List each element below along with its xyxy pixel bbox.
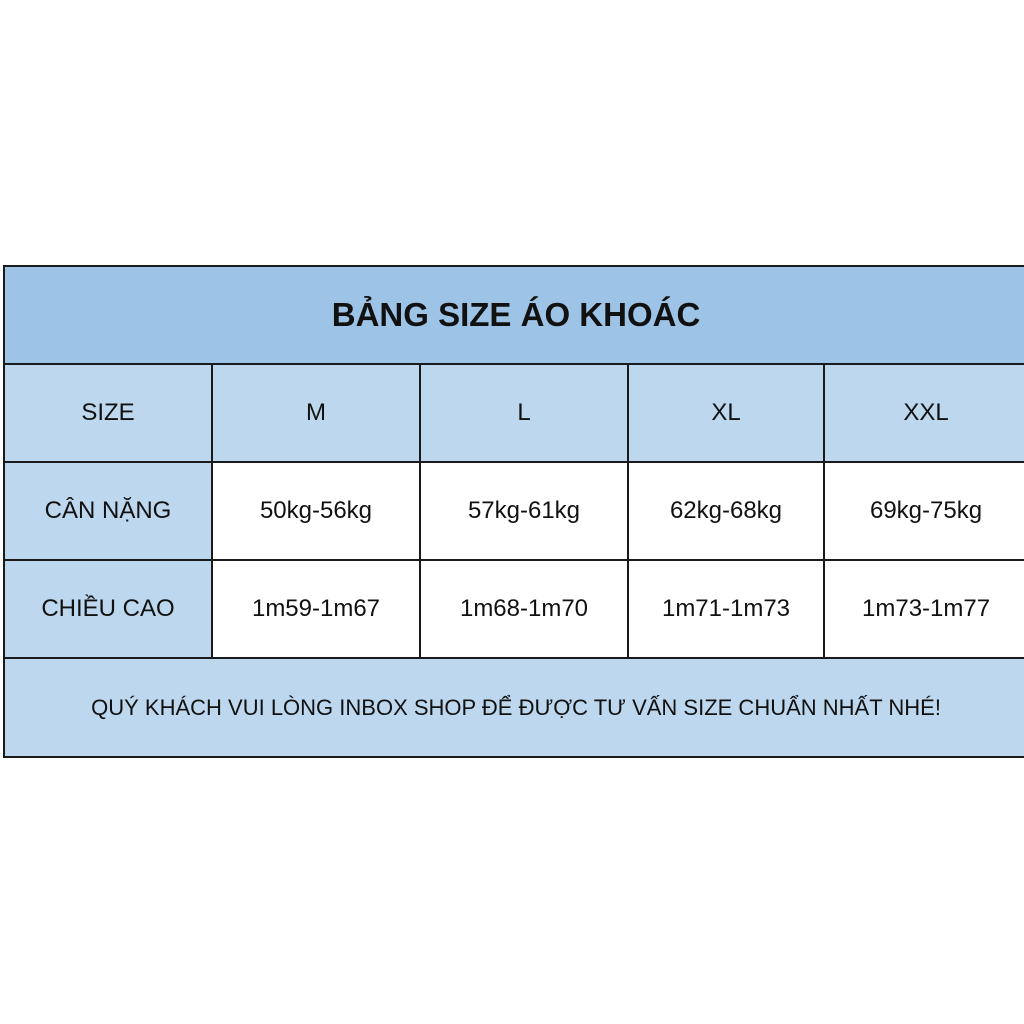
table-cell: 1m59-1m67	[211, 559, 421, 659]
table-cell: 1m71-1m73	[627, 559, 825, 659]
size-chart-table: BẢNG SIZE ÁO KHOÁC SIZE M L XL XXL CÂN N…	[2, 265, 1024, 758]
row-label-height: CHIỀU CAO	[3, 559, 213, 659]
footer-note: QUÝ KHÁCH VUI LÒNG INBOX SHOP ĐỂ ĐƯỢC TƯ…	[2, 657, 1024, 758]
table-cell: 1m68-1m70	[419, 559, 629, 659]
table-title: BẢNG SIZE ÁO KHOÁC	[2, 265, 1024, 365]
header-xl: XL	[627, 363, 825, 463]
table-cell: 1m73-1m77	[822, 559, 1024, 659]
header-xxl: XXL	[822, 363, 1024, 463]
header-size: SIZE	[3, 363, 213, 463]
table-cell: 50kg-56kg	[211, 461, 421, 561]
table-row: CHIỀU CAO 1m59-1m67 1m68-1m70 1m71-1m73 …	[3, 559, 1024, 659]
row-label-weight: CÂN NẶNG	[3, 461, 213, 561]
header-l: L	[419, 363, 629, 463]
header-row: SIZE M L XL XXL	[3, 363, 1024, 463]
table-cell: 62kg-68kg	[627, 461, 825, 561]
header-m: M	[211, 363, 421, 463]
table-row: CÂN NẶNG 50kg-56kg 57kg-61kg 62kg-68kg 6…	[3, 461, 1024, 561]
table-cell: 69kg-75kg	[822, 461, 1024, 561]
table-cell: 57kg-61kg	[419, 461, 629, 561]
